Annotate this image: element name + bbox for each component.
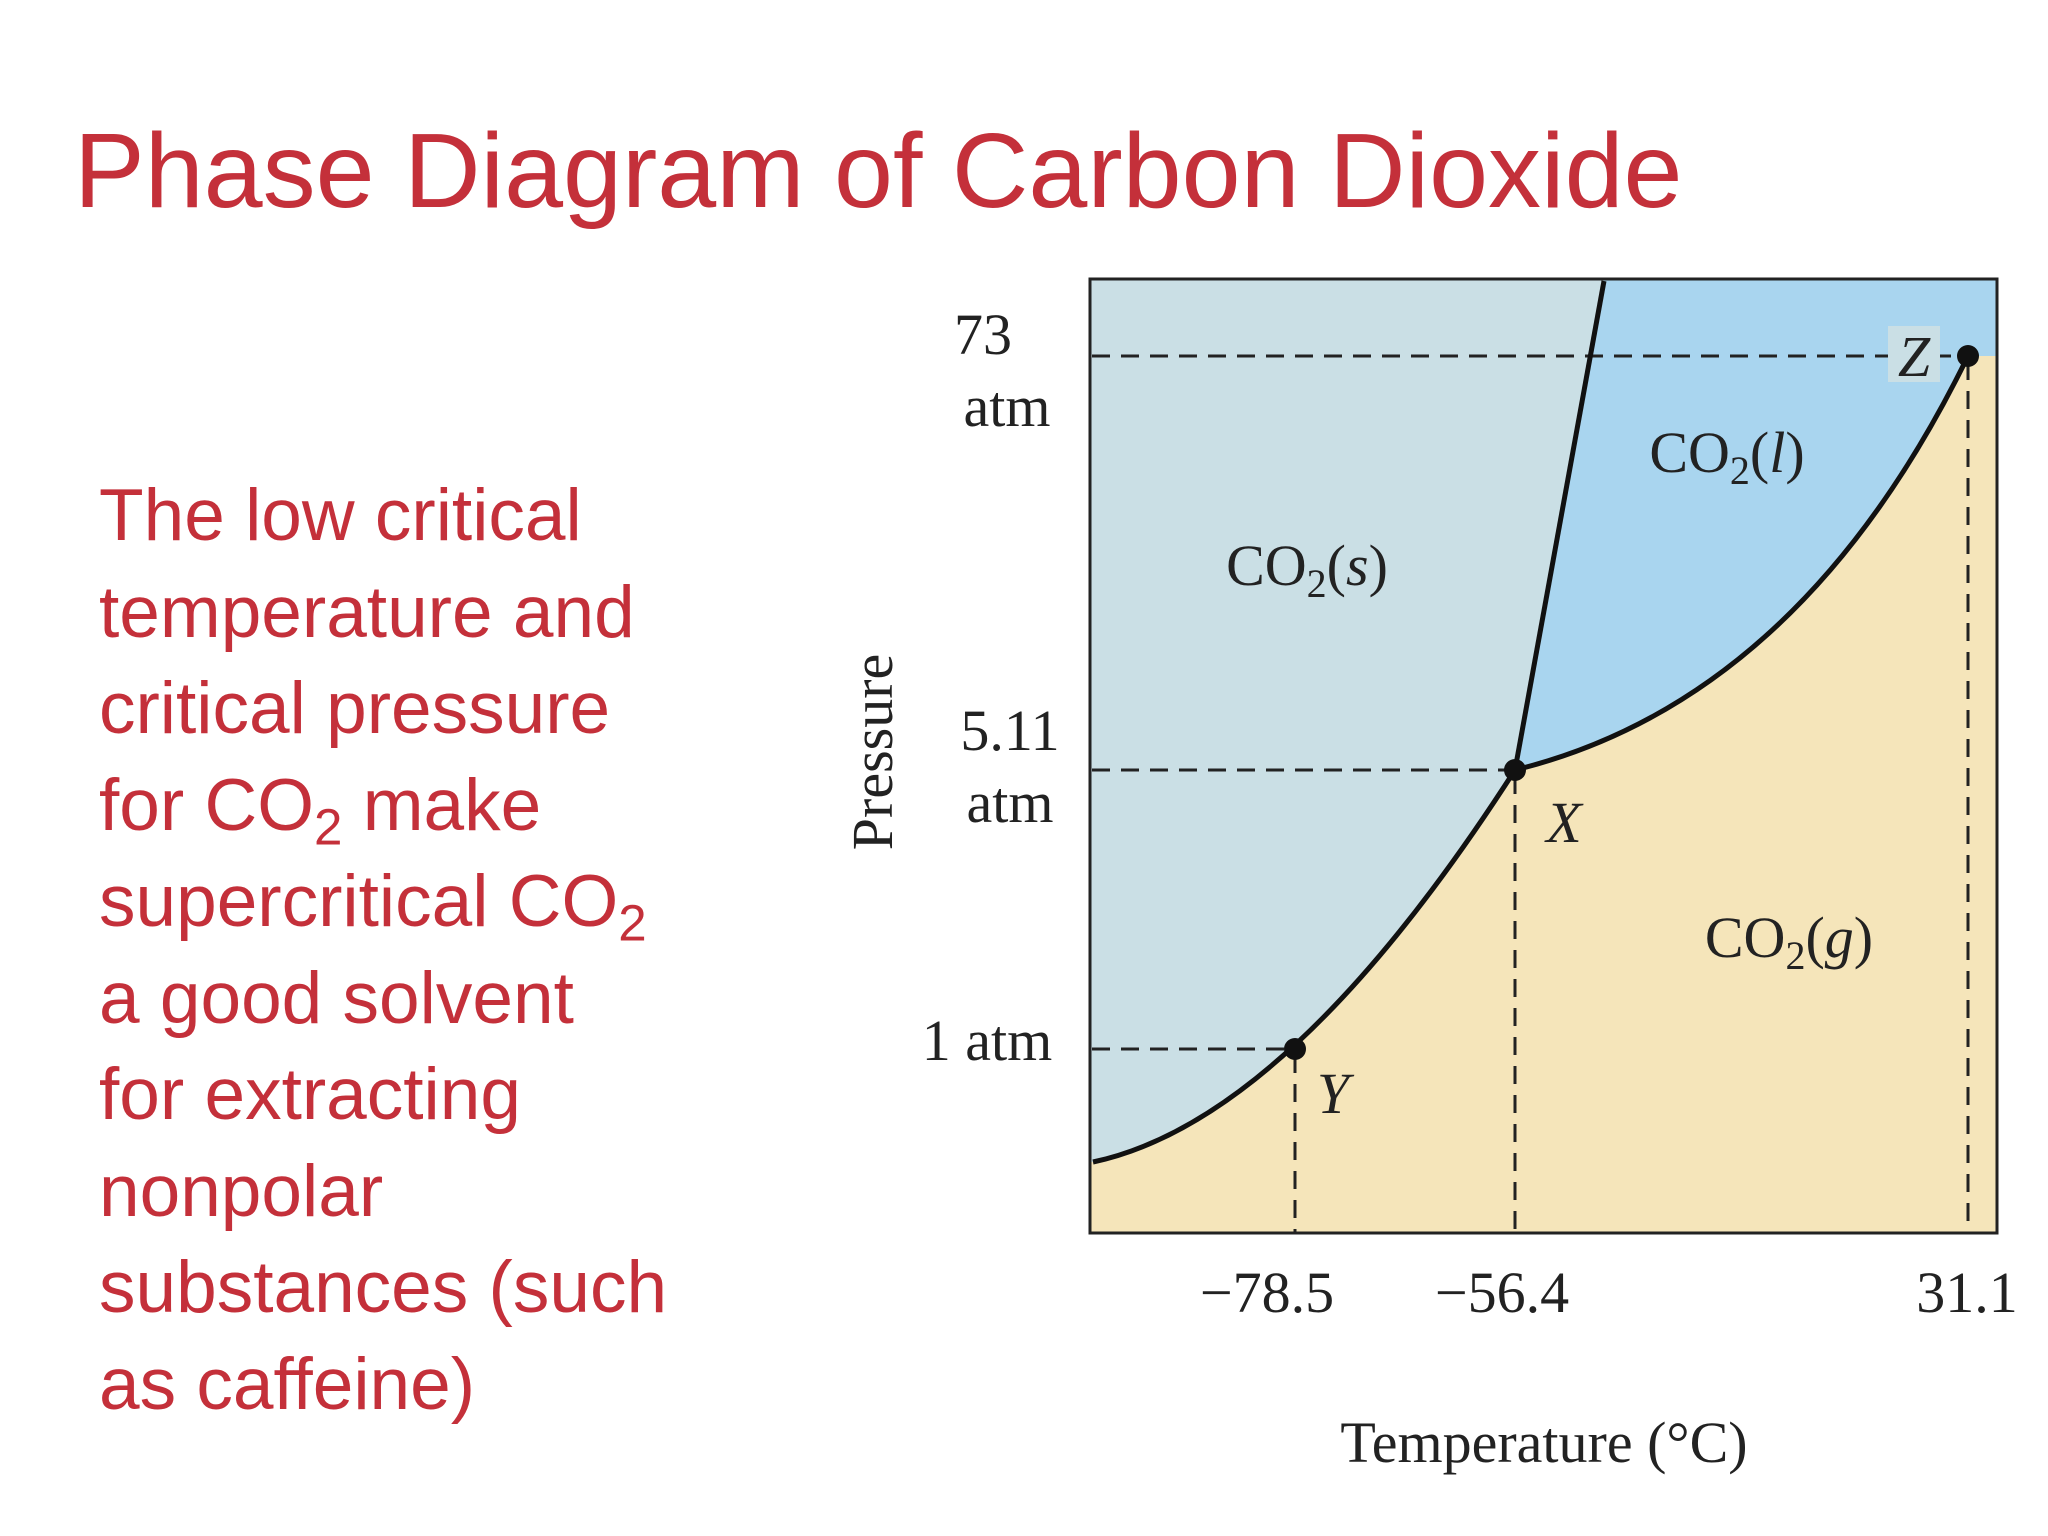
point-label: Z bbox=[1898, 324, 1931, 389]
text: CO bbox=[1226, 533, 1307, 598]
label-background bbox=[1888, 326, 1940, 382]
text: CO bbox=[1649, 420, 1730, 485]
text-line: supercritical CO2 bbox=[99, 854, 667, 951]
text: g bbox=[1825, 905, 1854, 970]
melting-curve bbox=[1512, 280, 1607, 771]
gas-region bbox=[1090, 356, 1997, 1233]
text: The low critical bbox=[99, 475, 582, 556]
subscript: 2 bbox=[618, 894, 647, 952]
y-axis-title: Pressure bbox=[840, 654, 905, 851]
liquid-region bbox=[1515, 279, 1997, 770]
point-label: X bbox=[1544, 790, 1584, 855]
text-line: temperature and bbox=[99, 565, 667, 662]
text: ) bbox=[1369, 533, 1388, 598]
text: as caffeine) bbox=[99, 1343, 476, 1425]
text: l bbox=[1769, 420, 1785, 485]
text-line: for extracting bbox=[99, 1047, 667, 1144]
plot-frame bbox=[1088, 277, 1999, 1235]
y-label: atm bbox=[964, 374, 1051, 439]
subscript: 2 bbox=[313, 797, 343, 855]
x-label: −78.5 bbox=[1200, 1260, 1334, 1325]
text: nonpolar bbox=[99, 1150, 384, 1232]
text-line: nonpolar bbox=[99, 1144, 667, 1241]
y-label: 5.11 bbox=[960, 698, 1059, 763]
x-axis-title: Temperature (°C) bbox=[1340, 1410, 1747, 1475]
text: for CO bbox=[99, 764, 314, 846]
text: CO bbox=[1705, 905, 1786, 970]
text: a good solvent bbox=[99, 957, 574, 1039]
text-line: for CO2 make bbox=[99, 758, 667, 855]
slide-title: Phase Diagram of Carbon Dioxide bbox=[74, 112, 1683, 230]
text: ( bbox=[1805, 905, 1824, 970]
text: ( bbox=[1750, 420, 1769, 485]
critical-point bbox=[1957, 345, 1979, 367]
x-label: 31.1 bbox=[1916, 1260, 2018, 1325]
text: substances (such bbox=[99, 1247, 668, 1328]
text: supercritical CO bbox=[99, 861, 619, 942]
phase-label: CO2(s) bbox=[1226, 533, 1388, 606]
text-line: substances (such bbox=[99, 1240, 667, 1337]
y-label: 1 atm bbox=[922, 1008, 1052, 1073]
text: ( bbox=[1327, 533, 1346, 598]
text: critical pressure bbox=[99, 668, 611, 749]
subscript: 2 bbox=[1730, 448, 1750, 493]
text-line: The low critical bbox=[99, 468, 667, 565]
x-label: −56.4 bbox=[1435, 1260, 1569, 1325]
body-text: The low critical temperature and critica… bbox=[99, 468, 667, 1433]
text: ) bbox=[1785, 420, 1804, 485]
text: make bbox=[342, 764, 542, 846]
text: temperature and bbox=[99, 571, 635, 653]
subscript: 2 bbox=[1785, 933, 1805, 978]
vaporization-curve bbox=[1514, 354, 1971, 773]
subscript: 2 bbox=[1307, 561, 1327, 606]
text-line: as caffeine) bbox=[99, 1337, 667, 1434]
text: ) bbox=[1854, 905, 1873, 970]
text: s bbox=[1346, 533, 1369, 598]
phase-label: CO2(g) bbox=[1705, 905, 1873, 978]
y-label: atm bbox=[967, 770, 1054, 835]
point bbox=[1284, 1038, 1306, 1060]
text: for extracting bbox=[99, 1054, 521, 1135]
text-line: critical pressure bbox=[99, 661, 667, 758]
triple-point bbox=[1504, 759, 1526, 781]
point-label: Y bbox=[1317, 1061, 1355, 1126]
y-label: 73 bbox=[954, 302, 1012, 367]
text-line: a good solvent bbox=[99, 951, 667, 1048]
phase-label: CO2(l) bbox=[1649, 420, 1804, 493]
